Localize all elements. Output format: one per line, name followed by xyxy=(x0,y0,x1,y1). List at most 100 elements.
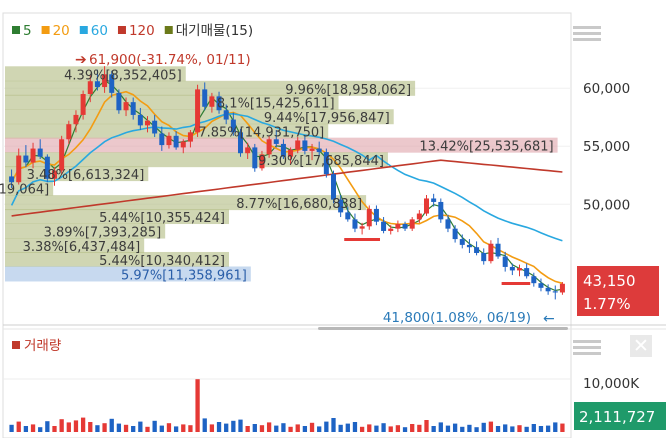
candle-body xyxy=(459,239,465,245)
candle xyxy=(366,205,372,230)
candle-body xyxy=(488,243,494,262)
candle xyxy=(87,75,93,103)
volume-bar xyxy=(245,426,250,432)
candle-body xyxy=(452,228,458,240)
volume-bar xyxy=(216,422,222,432)
volume-bar xyxy=(445,425,451,432)
candle xyxy=(381,217,387,234)
volume-bar xyxy=(9,424,14,432)
volume-bar xyxy=(266,422,272,432)
ma-line-60 xyxy=(10,112,563,242)
current-volume: 2,111,727 xyxy=(579,408,655,426)
supply-band-label: 13.42%[25,535,681] xyxy=(419,140,553,155)
horizontal-scrollbar[interactable] xyxy=(318,327,568,330)
candle-body xyxy=(237,132,244,154)
supply-band xyxy=(5,238,145,254)
candle xyxy=(474,241,480,256)
candle xyxy=(359,222,365,235)
candle xyxy=(216,91,222,114)
volume-bar xyxy=(102,423,107,432)
candle-body xyxy=(259,154,265,169)
candle-body xyxy=(516,268,523,271)
candle-body xyxy=(44,156,50,179)
volume-bar xyxy=(431,426,436,432)
supply-band xyxy=(5,209,229,225)
volume-bar xyxy=(545,425,551,432)
candle xyxy=(30,142,36,169)
volume-tick: 10,000K xyxy=(583,376,640,392)
candle xyxy=(459,234,465,249)
candle xyxy=(137,107,143,130)
volume-panel-menu-icon[interactable] xyxy=(573,337,601,359)
volume-bar xyxy=(209,424,215,432)
candle-body xyxy=(223,110,229,120)
volume-bar xyxy=(460,426,465,432)
candle-body xyxy=(59,139,65,171)
supply-band xyxy=(5,180,54,196)
price-panel-menu-icon[interactable] xyxy=(573,23,601,45)
supply-band xyxy=(5,80,416,96)
current-price: 43,150 xyxy=(583,272,636,290)
y-tick-label: 50,000 xyxy=(583,197,630,213)
volume-bar xyxy=(388,426,393,432)
candle xyxy=(195,84,201,137)
candle xyxy=(545,284,551,295)
candle xyxy=(302,135,308,155)
volume-bar xyxy=(395,425,401,432)
candle-body xyxy=(395,224,401,229)
candle xyxy=(80,90,86,120)
candle-body xyxy=(30,148,36,163)
candle xyxy=(488,240,494,264)
volume-bar xyxy=(38,427,43,432)
candle xyxy=(388,225,394,235)
candle-body xyxy=(423,198,430,214)
supply-band xyxy=(5,251,229,267)
candle-body xyxy=(502,256,508,267)
supply-band-label: 1.17%[2,219,064] xyxy=(0,183,49,198)
candle-body xyxy=(545,287,551,292)
candle xyxy=(345,206,351,222)
volume-bar xyxy=(131,426,136,432)
high-arrow-icon: ➔ xyxy=(75,52,87,68)
candle xyxy=(373,205,379,226)
volume-bar xyxy=(488,421,494,432)
close-icon[interactable]: ✕ xyxy=(630,335,652,357)
supply-band xyxy=(5,266,251,282)
legend-label: 20 xyxy=(53,23,70,39)
volume-bar xyxy=(424,420,429,432)
candle xyxy=(273,130,279,148)
volume-legend-label: 거래량 xyxy=(24,338,61,354)
volume-bar xyxy=(402,427,408,432)
candle xyxy=(202,82,208,111)
candle-body xyxy=(144,120,151,126)
candle xyxy=(330,170,337,204)
volume-bar xyxy=(145,426,150,432)
y-axis-ticks: 60,000 55,000 50,000 xyxy=(583,81,630,213)
candle xyxy=(266,135,272,158)
candle xyxy=(9,169,15,189)
volume-bar xyxy=(159,425,164,432)
volume-bar xyxy=(295,424,300,432)
candle-body xyxy=(288,149,294,157)
volume-bar xyxy=(288,426,293,432)
volume-bar xyxy=(531,424,536,432)
volume-bar xyxy=(45,421,50,432)
candle xyxy=(502,251,508,272)
volume-bar xyxy=(410,424,415,432)
candle xyxy=(531,272,537,287)
y-tick-label: 55,000 xyxy=(583,139,630,155)
supply-band-label: 8.77%[16,680,838] xyxy=(236,197,362,212)
volume-bar xyxy=(30,424,36,432)
volume-bar xyxy=(438,422,443,432)
candle-body xyxy=(195,89,201,133)
volume-bar xyxy=(138,421,143,432)
candle xyxy=(309,143,315,161)
candle-body xyxy=(381,221,387,231)
candle xyxy=(59,135,65,175)
supply-band xyxy=(5,94,339,110)
candle-body xyxy=(209,96,215,107)
candle-body xyxy=(481,253,487,262)
candle-body xyxy=(538,283,544,288)
supply-band xyxy=(5,195,367,211)
